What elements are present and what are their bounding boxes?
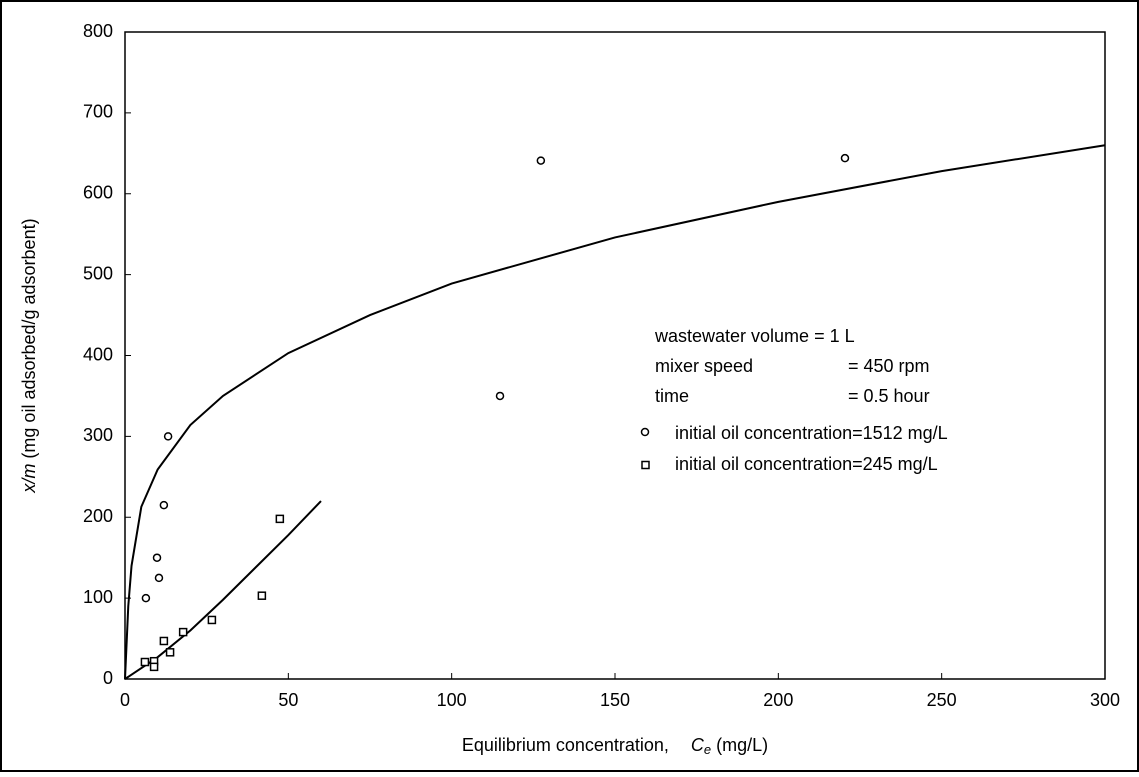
annotation-value: = 450 rpm <box>848 356 930 376</box>
x-tick-label: 100 <box>437 690 467 710</box>
x-tick-label: 300 <box>1090 690 1120 710</box>
point <box>140 657 150 667</box>
fit-curve <box>124 144 1106 680</box>
point <box>159 500 169 510</box>
point <box>840 153 850 163</box>
point <box>178 627 188 637</box>
point <box>495 391 505 401</box>
y-tick-label: 400 <box>83 344 113 364</box>
x-label-symbol: C <box>691 735 705 755</box>
x-axis-label: Equilibrium concentration, Ce (mg/L) <box>462 735 768 758</box>
point <box>536 156 546 165</box>
y-tick-label: 600 <box>83 183 113 203</box>
y-axis-label: x/m (mg oil adsorbed/g adsorbent) <box>19 218 39 493</box>
point <box>154 573 164 583</box>
point <box>141 593 151 603</box>
y-tick-label: 700 <box>83 102 113 122</box>
x-tick-label: 250 <box>927 690 957 710</box>
x-label-text: Equilibrium concentration, <box>462 735 669 755</box>
point <box>152 553 162 562</box>
legend-label: initial oil concentration=245 mg/L <box>675 454 938 474</box>
y-tick-label: 500 <box>83 263 113 283</box>
annotation-value: = 0.5 hour <box>848 386 930 406</box>
point <box>257 591 267 600</box>
y-label-text: (mg oil adsorbed/g adsorbent) <box>19 218 39 458</box>
x-label-subscript: e <box>704 742 711 757</box>
annotation-label: mixer speed <box>655 356 753 376</box>
point <box>159 636 169 646</box>
y-label-symbol: x/m <box>19 464 39 494</box>
y-tick-label: 800 <box>83 21 113 41</box>
x-tick-label: 0 <box>120 690 130 710</box>
legend-marker <box>640 427 650 437</box>
legend-marker <box>641 460 650 470</box>
point <box>275 514 285 524</box>
annotation-label: time <box>655 386 689 406</box>
x-label-unit: (mg/L) <box>716 735 768 755</box>
point <box>207 615 217 625</box>
x-tick-label: 150 <box>600 690 630 710</box>
y-tick-label: 300 <box>83 425 113 445</box>
y-tick-label: 0 <box>103 668 113 688</box>
point <box>149 662 159 672</box>
y-tick-label: 200 <box>83 506 113 526</box>
x-tick-label: 50 <box>278 690 298 710</box>
x-tick-label: 200 <box>763 690 793 710</box>
y-tick-label: 100 <box>83 587 113 607</box>
point <box>165 648 175 657</box>
point <box>163 432 173 441</box>
annotation-label: wastewater volume = 1 L <box>654 326 855 346</box>
legend-label: initial oil concentration=1512 mg/L <box>675 423 948 443</box>
